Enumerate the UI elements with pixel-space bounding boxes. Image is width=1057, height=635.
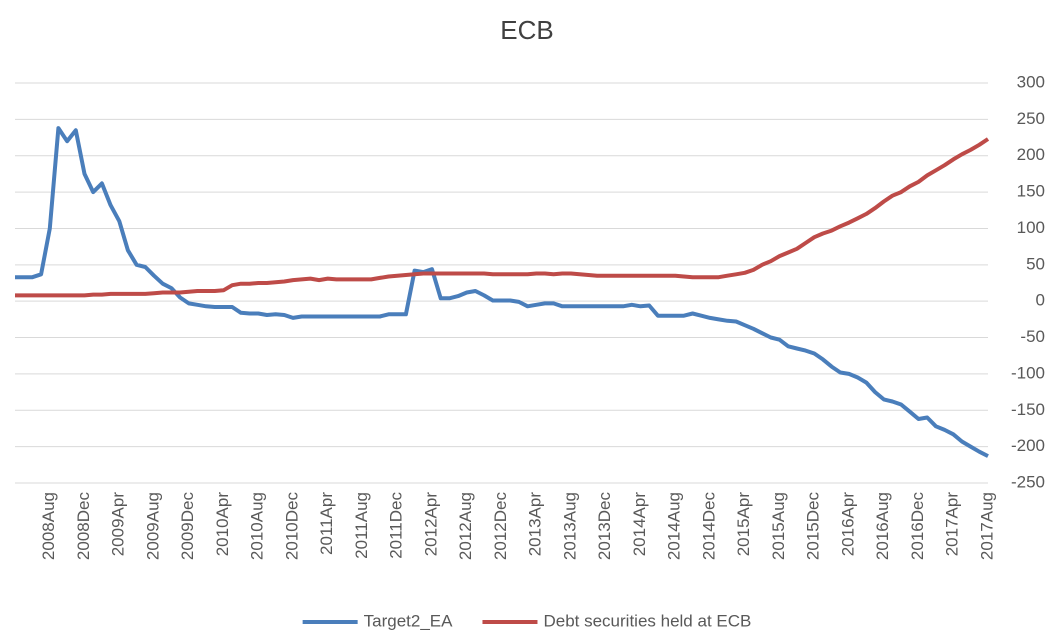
x-tick-label: 2013Aug [560,492,579,560]
x-tick-label: 2010Apr [213,492,232,557]
series-line [15,137,990,298]
x-tick-label: 2016Aug [873,492,892,560]
legend-label: Target2_EA [364,611,453,630]
x-tick-label: 2017Aug [977,492,996,560]
x-tick-label: 2008Aug [39,492,58,560]
x-tick-label: 2013Dec [595,492,614,561]
x-tick-label: 2011Aug [352,492,371,559]
x-tick-label: 2009Aug [143,492,162,560]
x-tick-label: 2014Dec [699,492,718,561]
y-tick-label: 150 [1017,182,1045,201]
x-tick-label: 2014Aug [665,492,684,560]
y-tick-label: 300 [1017,72,1045,91]
y-tick-label: -250 [1011,472,1045,491]
chart-title: ECB [500,15,553,45]
x-tick-label: 2013Apr [526,492,545,557]
x-tick-label: 2010Dec [282,492,301,561]
x-tick-label: 2009Apr [109,492,128,557]
x-tick-label: 2012Dec [491,492,510,561]
x-tick-label: 2016Dec [908,492,927,561]
x-tick-label: 2015Aug [769,492,788,560]
y-tick-label: 50 [1026,254,1045,273]
y-tick-label: 0 [1036,291,1045,310]
y-tick-label: -100 [1011,363,1045,382]
y-tick-label: 200 [1017,145,1045,164]
y-tick-label: -150 [1011,400,1045,419]
y-tick-label: 100 [1017,218,1045,237]
y-tick-label: 250 [1017,109,1045,128]
x-tick-label: 2009Dec [178,492,197,561]
x-tick-label: 2012Apr [421,492,440,557]
x-tick-label: 2015Dec [804,492,823,561]
x-tick-label: 2011Apr [317,492,336,555]
legend-label: Debt securities held at ECB [543,611,751,630]
x-tick-label: 2008Dec [74,492,93,561]
y-tick-label: -200 [1011,436,1045,455]
x-tick-label: 2016Apr [838,492,857,557]
x-tick-label: 2010Aug [248,492,267,560]
x-tick-label: 2011Dec [387,492,406,559]
x-tick-label: 2014Apr [630,492,649,557]
x-tick-label: 2015Apr [734,492,753,557]
x-tick-label: 2017Apr [943,492,962,557]
x-tick-label: 2012Aug [456,492,475,560]
y-tick-label: -50 [1020,327,1045,346]
